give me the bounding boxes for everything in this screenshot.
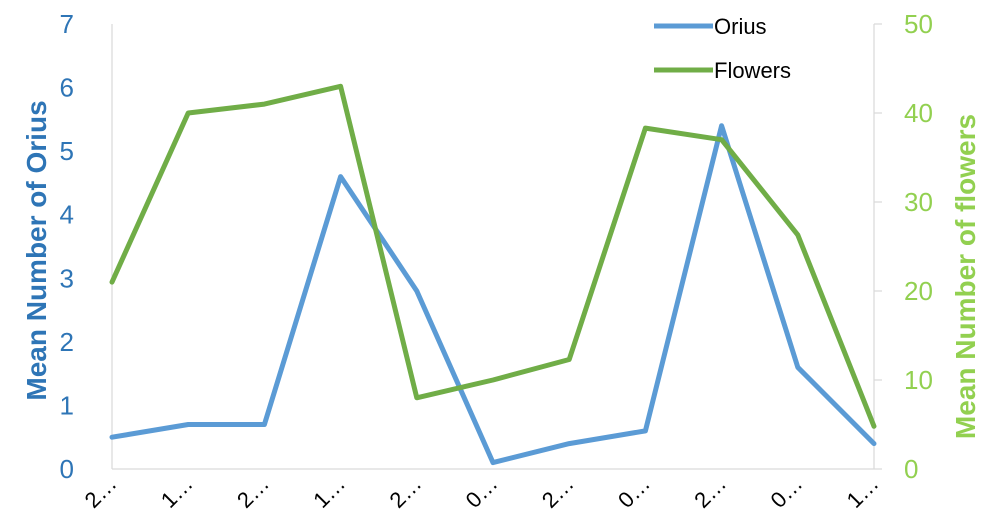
x-tick-label: 2… xyxy=(537,471,579,513)
left-axis-title: Mean Number of Orius xyxy=(21,100,52,400)
series-line-flowers xyxy=(109,83,877,429)
x-tick-label: 2… xyxy=(689,471,731,513)
left-tick-label: 3 xyxy=(60,263,74,293)
left-tick-label: 1 xyxy=(60,390,74,420)
right-axis-title: Mean Number of flowers xyxy=(950,114,981,439)
axes xyxy=(111,24,875,470)
left-tick-label: 2 xyxy=(60,327,74,357)
x-tick-label: 0… xyxy=(461,471,503,513)
legend-label-orius: Orius xyxy=(714,14,767,39)
right-tick-label: 10 xyxy=(904,365,933,395)
left-tick-label: 4 xyxy=(60,200,74,230)
x-tick-label: 1… xyxy=(842,471,884,513)
x-tick-label: 2… xyxy=(232,471,274,513)
x-axis-ticks: 2… 1… 2… 1… 2… 0… 2… 0… 2… 0… 1… xyxy=(80,471,884,513)
x-tick-label: 1… xyxy=(308,471,350,513)
legend-label-flowers: Flowers xyxy=(714,58,791,83)
legend: Orius Flowers xyxy=(654,14,791,83)
x-tick-label: 2… xyxy=(384,471,426,513)
x-tick-label: 2… xyxy=(80,471,122,513)
left-tick-label: 0 xyxy=(60,454,74,484)
x-tick-label: 0… xyxy=(613,471,655,513)
left-tick-label: 6 xyxy=(60,73,74,103)
left-tick-label: 5 xyxy=(60,136,74,166)
left-axis-ticks: 0 1 2 3 4 5 6 7 xyxy=(60,9,74,484)
right-tick-label: 30 xyxy=(904,187,933,217)
right-tick-label: 20 xyxy=(904,276,933,306)
right-tick-label: 40 xyxy=(904,98,933,128)
right-axis-ticks: 0 10 20 30 40 50 xyxy=(874,9,933,484)
x-tick-label: 0… xyxy=(765,471,807,513)
left-tick-label: 7 xyxy=(60,9,74,39)
right-tick-label: 0 xyxy=(904,454,918,484)
right-tick-label: 50 xyxy=(904,9,933,39)
series-lines xyxy=(109,83,877,466)
x-tick-label: 1… xyxy=(156,471,198,513)
series-line-orius xyxy=(109,123,877,466)
